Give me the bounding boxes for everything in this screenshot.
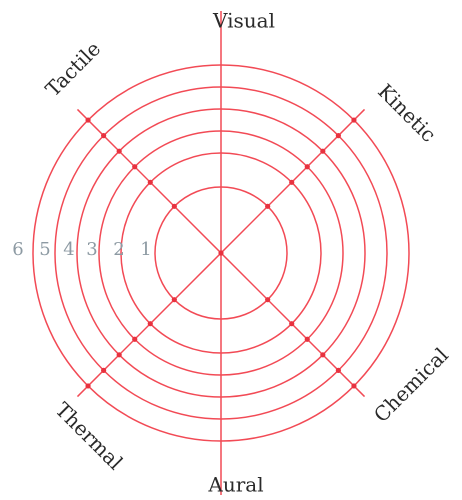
- axis-label-visual: Visual: [212, 9, 275, 33]
- intersection-node: [265, 203, 271, 209]
- intersection-node: [351, 383, 357, 389]
- ring-label-1: 1: [140, 239, 151, 260]
- intersection-node: [147, 179, 153, 185]
- intersection-node: [304, 336, 310, 342]
- intersection-node: [171, 203, 177, 209]
- centre-node: [218, 250, 224, 256]
- intersection-node: [171, 297, 177, 303]
- intersection-node: [265, 297, 271, 303]
- intersection-node: [116, 148, 122, 154]
- axis-label-chemical: Chemical: [369, 343, 453, 427]
- intersection-node: [132, 164, 138, 170]
- intersection-node: [335, 133, 341, 139]
- ring-label-2: 2: [113, 239, 124, 260]
- intersection-node: [335, 367, 341, 373]
- intersection-node: [147, 321, 153, 327]
- intersection-node: [116, 352, 122, 358]
- intersection-node: [101, 367, 107, 373]
- intersection-node: [351, 117, 357, 123]
- ring-label-6: 6: [12, 239, 23, 260]
- intersection-node: [101, 133, 107, 139]
- intersection-node: [85, 383, 91, 389]
- axis-label-tactile: Tactile: [41, 37, 106, 102]
- intersection-node: [85, 117, 91, 123]
- intersection-nodes: [85, 117, 357, 389]
- intersection-node: [320, 352, 326, 358]
- ring-label-3: 3: [86, 239, 97, 260]
- ring-label-5: 5: [39, 239, 50, 260]
- axis-label-aural: Aural: [207, 473, 263, 497]
- intersection-node: [304, 164, 310, 170]
- intersection-node: [289, 179, 295, 185]
- axis-label-kinetic: Kinetic: [373, 79, 441, 147]
- ring-label-4: 4: [63, 239, 74, 260]
- intersection-node: [289, 321, 295, 327]
- intersection-node: [320, 148, 326, 154]
- intersection-node: [132, 336, 138, 342]
